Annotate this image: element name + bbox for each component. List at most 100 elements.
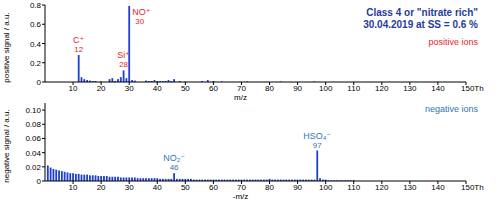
bar xyxy=(120,177,122,181)
bar xyxy=(64,172,66,181)
y-tick xyxy=(42,181,45,182)
annotation-text: C⁺ xyxy=(73,35,84,45)
y-tick-label: 0.6 xyxy=(30,20,42,29)
y-tick xyxy=(42,124,45,125)
bar xyxy=(75,174,77,181)
bar xyxy=(123,177,125,181)
annotation-text: NO₂⁻ xyxy=(163,153,185,163)
x-tick-label: 90 xyxy=(293,183,302,192)
y-tick-label: 0 xyxy=(37,177,42,186)
y-tick xyxy=(42,5,45,6)
x-tick-label: 110 xyxy=(347,183,360,192)
bar xyxy=(55,170,57,181)
bar xyxy=(111,177,113,181)
x-tick-label: 100 xyxy=(319,183,333,192)
bar xyxy=(125,78,127,82)
x-tick-label: 50 xyxy=(181,84,190,93)
bars xyxy=(47,151,355,181)
y-tick-label: 0.10 xyxy=(25,106,41,115)
bar xyxy=(61,171,63,181)
x-tick-label: 60 xyxy=(209,84,218,93)
y-tick-label: 0.2 xyxy=(30,59,42,68)
bar xyxy=(47,165,49,181)
x-tick-label: 150Th xyxy=(461,84,484,93)
chart-root: 00.20.40.60.8102030405060708090100110120… xyxy=(0,0,500,201)
bar xyxy=(50,168,52,181)
y-tick-label: 0.4 xyxy=(30,40,42,49)
x-tick-label: 100 xyxy=(319,84,333,93)
series-name: negative ions xyxy=(425,104,479,114)
x-axis xyxy=(45,82,466,83)
y-axis xyxy=(45,103,46,181)
bar xyxy=(106,176,108,181)
panel-1: 00.020.040.060.080.101020304050607080901… xyxy=(2,103,484,201)
annotation-label: 12 xyxy=(74,45,83,54)
bar xyxy=(100,176,102,181)
bar xyxy=(69,173,71,181)
series-name: positive ions xyxy=(428,37,478,47)
y-tick xyxy=(42,152,45,153)
y-axis-label: positive signal / a.u. xyxy=(2,12,11,82)
bar xyxy=(125,177,127,181)
x-tick-label: 110 xyxy=(347,84,360,93)
x-tick-label: 140 xyxy=(431,84,445,93)
bar xyxy=(67,172,69,181)
bar xyxy=(95,175,97,181)
x-tick-label: 130 xyxy=(403,84,417,93)
annotation-text: NO⁺ xyxy=(132,7,151,17)
y-tick xyxy=(42,62,45,63)
x-tick-label: 40 xyxy=(153,183,162,192)
bar xyxy=(97,176,99,181)
x-tick-label: 40 xyxy=(153,84,162,93)
bar xyxy=(78,174,80,181)
x-tick-label: 130 xyxy=(403,183,417,192)
x-tick-label: 80 xyxy=(265,183,274,192)
annotation-label: 97 xyxy=(313,141,322,150)
x-axis-label: m/z xyxy=(234,93,247,102)
y-tick-label: 0.02 xyxy=(25,163,41,172)
y-tick xyxy=(42,166,45,167)
annotation-label: 46 xyxy=(170,163,179,172)
y-tick xyxy=(42,43,45,44)
x-tick-label: 20 xyxy=(97,183,106,192)
x-tick-label: 120 xyxy=(375,183,389,192)
bar xyxy=(316,151,318,181)
bar xyxy=(123,70,125,82)
y-tick-label: 0.8 xyxy=(30,1,42,10)
x-tick-label: 80 xyxy=(265,84,274,93)
y-tick xyxy=(42,138,45,139)
bar xyxy=(89,175,91,181)
x-tick-label: 30 xyxy=(125,183,134,192)
x-tick-label: 60 xyxy=(209,183,218,192)
bar xyxy=(81,77,83,82)
bar xyxy=(117,177,119,181)
bar xyxy=(72,173,74,181)
bar xyxy=(53,169,55,181)
x-tick-label: 20 xyxy=(97,84,106,93)
subtitle: 30.04.2019 at SS = 0.6 % xyxy=(363,19,478,30)
y-tick xyxy=(42,82,45,83)
x-tick-label: 10 xyxy=(69,183,78,192)
bar xyxy=(109,177,111,181)
y-tick xyxy=(42,110,45,111)
x-tick-label: 50 xyxy=(181,183,190,192)
bar xyxy=(134,177,136,181)
bar xyxy=(111,78,113,82)
y-tick-label: 0.06 xyxy=(25,134,41,143)
bar xyxy=(92,175,94,181)
x-tick-label: 140 xyxy=(431,183,445,192)
x-tick-label: 10 xyxy=(69,84,78,93)
x-tick-label: 30 xyxy=(125,84,134,93)
bar xyxy=(78,55,80,82)
bar xyxy=(103,176,105,181)
x-axis-label: -m/z xyxy=(233,192,249,201)
bar xyxy=(131,177,133,181)
x-tick-label: 70 xyxy=(237,183,246,192)
bars xyxy=(78,6,316,82)
y-tick xyxy=(42,24,45,25)
bar xyxy=(128,177,130,181)
y-tick-label: 0.08 xyxy=(25,120,41,129)
annotation-label: 28 xyxy=(119,60,128,69)
y-tick-label: 0 xyxy=(37,78,42,87)
annotation-label: 30 xyxy=(135,17,144,26)
